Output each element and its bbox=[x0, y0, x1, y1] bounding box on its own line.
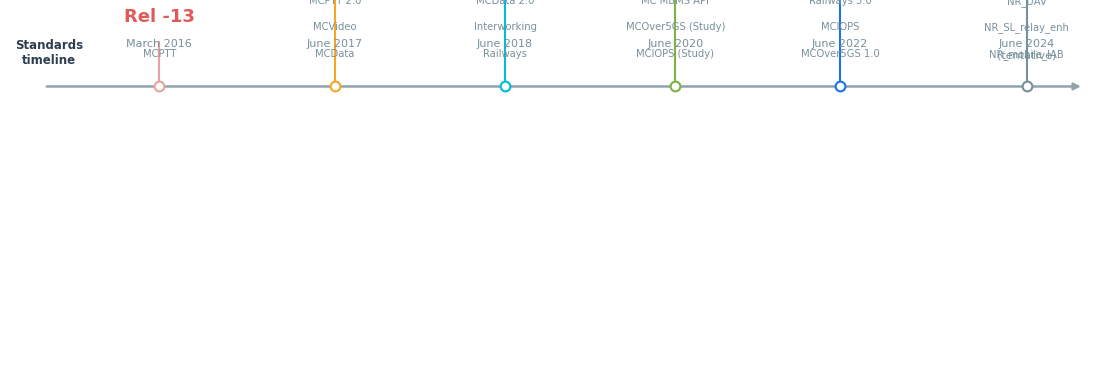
Text: June 2020: June 2020 bbox=[647, 39, 704, 49]
Text: Rel -13: Rel -13 bbox=[124, 8, 194, 26]
Text: June 2022: June 2022 bbox=[811, 39, 869, 49]
Text: Railways 3.0: Railways 3.0 bbox=[808, 0, 872, 6]
Text: MC MBMS API: MC MBMS API bbox=[641, 0, 709, 6]
Text: MCIOPS (Study): MCIOPS (Study) bbox=[636, 49, 715, 59]
Text: MCVideo: MCVideo bbox=[313, 22, 357, 32]
Text: MCData 2.0: MCData 2.0 bbox=[475, 0, 535, 6]
Text: MCPTT 2.0: MCPTT 2.0 bbox=[309, 0, 361, 6]
Text: MCOver5GS 1.0: MCOver5GS 1.0 bbox=[800, 49, 879, 59]
Text: June 2018: June 2018 bbox=[477, 39, 534, 49]
Text: March 2016: March 2016 bbox=[126, 39, 192, 49]
Text: Standards
timeline: Standards timeline bbox=[15, 39, 83, 67]
Text: MCData: MCData bbox=[315, 49, 355, 59]
Text: June 2024
(tentative): June 2024 (tentative) bbox=[997, 39, 1056, 60]
Text: MCPTT: MCPTT bbox=[143, 49, 176, 59]
Text: MCOver5GS (Study): MCOver5GS (Study) bbox=[626, 22, 725, 32]
Text: NR_UAV: NR_UAV bbox=[1007, 0, 1046, 7]
Text: NR_SL_relay_enh: NR_SL_relay_enh bbox=[984, 22, 1069, 33]
Text: Interworking: Interworking bbox=[473, 22, 537, 32]
Text: June 2017: June 2017 bbox=[306, 39, 363, 49]
Text: MCIOPS: MCIOPS bbox=[821, 22, 859, 32]
Text: Railways: Railways bbox=[483, 49, 527, 59]
Text: NR_mobile_IAB: NR_mobile_IAB bbox=[989, 49, 1064, 60]
